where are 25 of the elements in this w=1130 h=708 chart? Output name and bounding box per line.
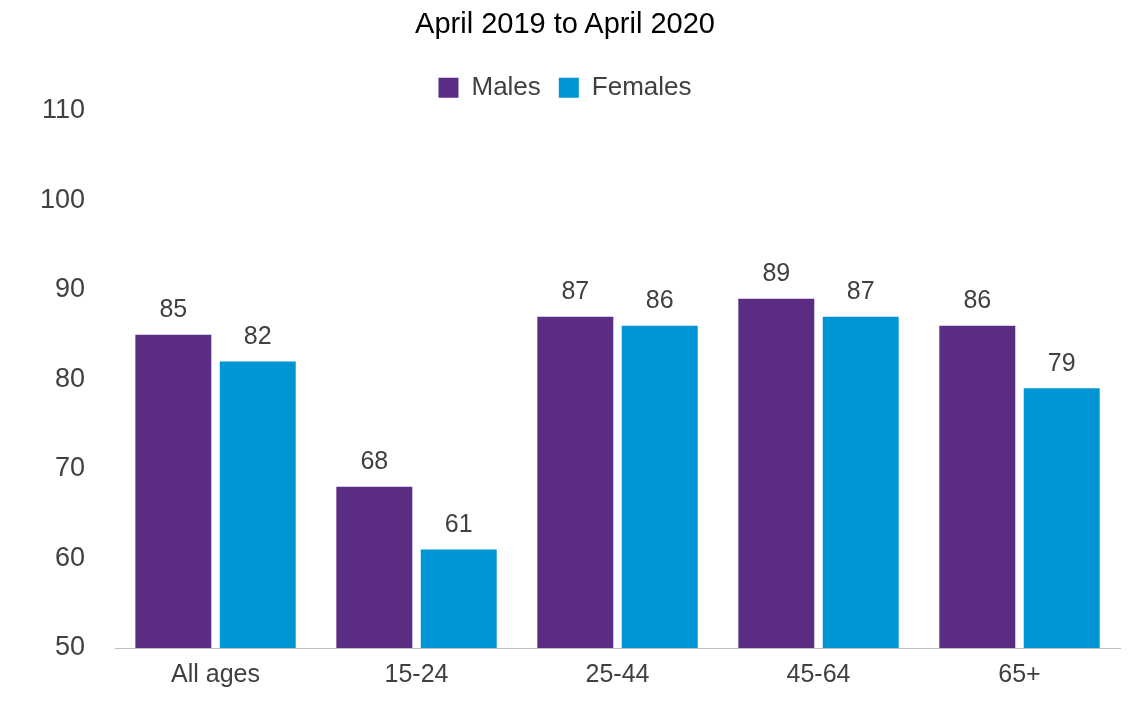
data-label: 68 — [360, 446, 389, 475]
data-label: 89 — [762, 258, 791, 287]
data-label: 85 — [159, 294, 188, 323]
data-label: 82 — [243, 320, 272, 349]
chart-title: April 2019 to April 2020 — [415, 7, 715, 40]
y-tick-label: 80 — [55, 362, 86, 393]
y-tick-label: 90 — [55, 273, 86, 304]
x-tick-label: All ages — [171, 658, 261, 687]
data-label: 86 — [645, 285, 674, 314]
data-label: 86 — [963, 285, 992, 314]
y-tick-label: 70 — [55, 452, 86, 483]
x-tick-label: 15-24 — [384, 658, 449, 687]
data-label: 87 — [846, 276, 875, 305]
y-tick-label: 110 — [42, 94, 86, 125]
legend-label: Females — [591, 70, 692, 101]
y-tick-label: 50 — [55, 631, 86, 662]
y-tick-label: 100 — [39, 183, 86, 214]
x-tick-label: 25-44 — [585, 658, 650, 687]
data-label: 87 — [561, 276, 590, 305]
data-label: 79 — [1047, 347, 1076, 376]
x-tick-label: 65+ — [998, 658, 1041, 687]
y-tick-label: 60 — [55, 541, 86, 572]
x-tick-label: 45-64 — [786, 658, 851, 687]
data-label: 61 — [444, 508, 473, 537]
legend-label: Males — [471, 70, 541, 101]
